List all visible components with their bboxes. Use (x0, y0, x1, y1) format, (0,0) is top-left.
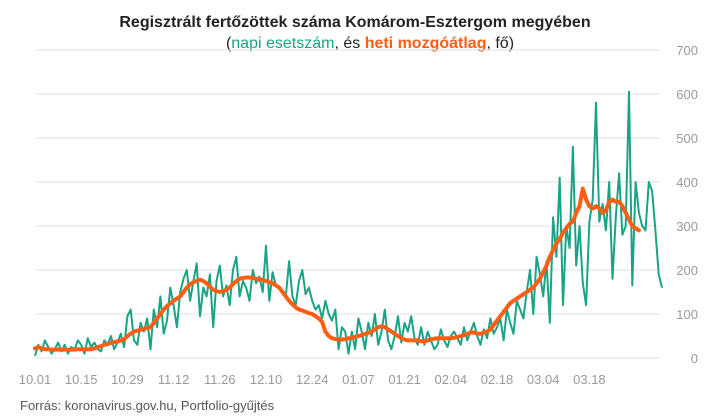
subtitle-middle: , és (334, 35, 364, 52)
x-tick-label: 10.01 (19, 372, 52, 387)
x-axis-tick-labels: 10.01 10.15 10.29 11.12 11.26 12.10 12.24 01.07… (19, 372, 606, 387)
y-tick-label: 400 (676, 175, 698, 190)
x-tick-label: 02.18 (481, 372, 514, 387)
subtitle-close: , fő) (486, 35, 514, 52)
x-tick-label: 10.15 (65, 372, 98, 387)
x-tick-label: 02.04 (435, 372, 468, 387)
x-tick-label: 10.29 (111, 372, 144, 387)
subtitle-daily-label: napi esetszám (231, 35, 334, 52)
y-tick-label: 600 (676, 87, 698, 102)
x-tick-label: 11.12 (158, 372, 190, 387)
series-line-weekly (33, 186, 641, 352)
y-tick-label: 200 (676, 263, 698, 278)
y-tick-label: 0 (691, 351, 698, 366)
x-tick-label: 03.18 (573, 372, 606, 387)
x-tick-label: 12.24 (296, 372, 329, 387)
chart-subtitle: (napi esetszám, és heti mozgóátlag, fő) (226, 35, 514, 52)
source-note: Forrás: koronavirus.gov.hu, Portfolio-gy… (20, 398, 275, 413)
y-tick-label: 500 (676, 131, 698, 146)
y-tick-label: 100 (676, 307, 698, 322)
x-tick-label: 03.04 (527, 372, 560, 387)
subtitle-open: ( (226, 35, 232, 52)
x-tick-label: 01.21 (388, 372, 421, 387)
x-tick-label: 01.07 (342, 372, 375, 387)
y-tick-label: 700 (676, 43, 698, 58)
chart-title: Regisztrált fertőzöttek száma Komárom-Es… (119, 14, 590, 31)
subtitle-weekly-label: heti mozgóátlag (365, 35, 487, 52)
y-axis-tick-labels: 0 100 200 300 400 500 600 700 (676, 43, 698, 366)
x-tick-label: 11.26 (204, 372, 236, 387)
y-tick-label: 300 (676, 219, 698, 234)
x-tick-label: 12.10 (250, 372, 283, 387)
grid-lines (35, 49, 660, 359)
